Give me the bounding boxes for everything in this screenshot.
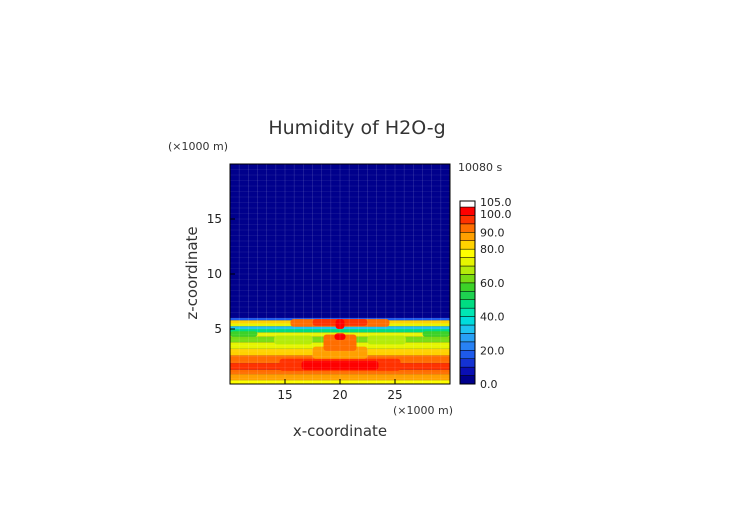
colorbar-swatch-18 xyxy=(459,223,476,233)
field-layer-14 xyxy=(230,164,450,318)
field-patch-10 xyxy=(230,331,258,337)
x-tick-label: 20 xyxy=(332,388,347,402)
colorbar-label: 0.0 xyxy=(480,378,498,391)
colorbar-swatch-19 xyxy=(459,215,476,225)
colorbar-frame xyxy=(459,200,476,385)
colorbar-swatch-16 xyxy=(459,240,476,250)
y-tick-label: 10 xyxy=(207,267,222,281)
y-axis-label: z-coordinate xyxy=(183,226,201,319)
colorbar-swatch-13 xyxy=(459,265,476,275)
colorbar-swatch-0 xyxy=(459,375,476,385)
colorbar-swatch-15 xyxy=(459,248,476,258)
colorbar-swatch-20 xyxy=(459,206,476,216)
colorbar-swatch-1 xyxy=(459,366,476,376)
heatmap-field xyxy=(230,164,450,384)
field-patch-11 xyxy=(422,331,450,337)
colorbar-swatch-5 xyxy=(459,333,476,343)
colorbar-swatch-3 xyxy=(459,350,476,359)
colorbar-label: 105.0 xyxy=(480,196,512,209)
field-patch-1 xyxy=(301,360,379,370)
plot-area xyxy=(229,163,451,385)
colorbar-swatch-14 xyxy=(459,257,476,267)
colorbar-swatch-7 xyxy=(459,316,476,326)
colorbar-label: 100.0 xyxy=(480,208,512,221)
field-layer-9 xyxy=(230,329,450,333)
colorbar-swatch-11 xyxy=(459,282,476,292)
colorbar-swatch-4 xyxy=(459,341,476,351)
x-tick-label: 15 xyxy=(277,388,292,402)
colorbar-swatch-10 xyxy=(459,291,476,300)
field-patch-8 xyxy=(274,335,313,345)
colorbar-label: 60.0 xyxy=(480,277,505,290)
colorbar-swatch-21 xyxy=(459,200,476,208)
field-patch-9 xyxy=(367,335,406,345)
field-layer-2 xyxy=(230,369,450,375)
chart-title: Humidity of H2O-g xyxy=(268,117,445,139)
colorbar xyxy=(459,200,476,385)
colorbar-label: 20.0 xyxy=(480,344,505,357)
field-patch-4 xyxy=(334,333,346,340)
time-label: 10080 s xyxy=(458,161,502,174)
y-tick-label: 5 xyxy=(214,322,222,336)
x-axis-label: x-coordinate xyxy=(293,422,387,440)
y-axis-unit: (×1000 m) xyxy=(168,140,228,153)
x-axis-unit: (×1000 m) xyxy=(393,404,453,417)
colorbar-label: 40.0 xyxy=(480,311,505,324)
field-patch-7 xyxy=(335,319,345,329)
colorbar-swatch-2 xyxy=(459,358,476,368)
colorbar-label: 80.0 xyxy=(480,243,505,256)
x-tick-label: 25 xyxy=(387,388,402,402)
colorbar-swatch-8 xyxy=(459,307,476,317)
colorbar-swatch-9 xyxy=(459,299,476,309)
y-tick-label: 15 xyxy=(207,212,222,226)
colorbar-swatch-6 xyxy=(459,324,476,334)
field-patch-3 xyxy=(323,334,357,351)
field-layer-1 xyxy=(230,374,450,381)
colorbar-swatch-12 xyxy=(459,274,476,284)
y-axis: 5 10 15 xyxy=(207,212,235,336)
colorbar-swatch-17 xyxy=(459,232,476,241)
heatmap-grid xyxy=(230,164,450,384)
x-axis: 15 20 25 xyxy=(277,379,403,402)
colorbar-label: 90.0 xyxy=(480,226,505,239)
